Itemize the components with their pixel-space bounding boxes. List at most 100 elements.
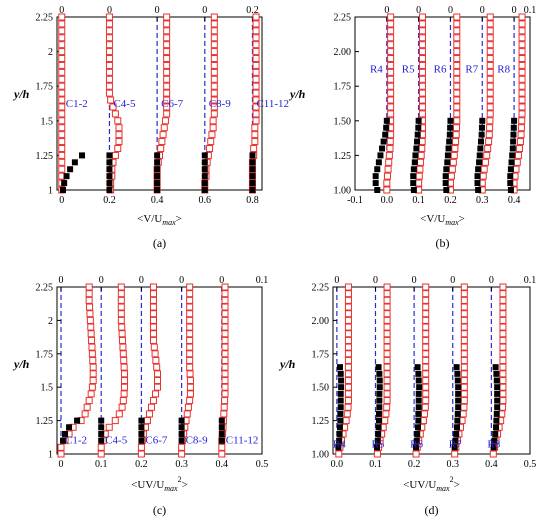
- simulation-point: [221, 316, 229, 324]
- simulation-point: [163, 96, 171, 104]
- simulation-point: [480, 165, 488, 173]
- simulation-point: [486, 61, 494, 69]
- simulation-point: [383, 283, 391, 291]
- experiment-point: [375, 430, 382, 437]
- simulation-point: [385, 158, 393, 166]
- y-tick-label: 1.25: [36, 151, 54, 162]
- simulation-point: [221, 336, 229, 344]
- simulation-point: [117, 316, 125, 324]
- simulation-point: [57, 443, 65, 451]
- simulation-point: [422, 350, 430, 358]
- experiment-point: [71, 159, 78, 166]
- simulation-point: [85, 290, 93, 298]
- simulation-point: [58, 13, 66, 21]
- simulation-point: [453, 124, 460, 132]
- simulation-point: [486, 96, 494, 104]
- station-label: C1-2: [65, 434, 87, 446]
- experiment-point: [507, 166, 514, 173]
- simulation-point: [89, 363, 97, 371]
- experiment-point: [414, 131, 421, 138]
- simulation-point: [105, 13, 113, 21]
- simulation-point: [221, 356, 229, 364]
- station-label: C8-9: [209, 98, 232, 110]
- simulation-point: [178, 450, 186, 458]
- experiment-point: [380, 138, 387, 145]
- simulation-point: [221, 290, 229, 298]
- experiment-point: [479, 117, 486, 124]
- simulation-point: [422, 363, 430, 371]
- experiment-point: [138, 430, 145, 437]
- simulation-point: [252, 89, 260, 97]
- simulation-point: [387, 41, 395, 49]
- simulation-point: [159, 131, 167, 139]
- simulation-point: [486, 20, 494, 28]
- top-tick-label: 0: [384, 5, 389, 16]
- simulation-point: [422, 343, 430, 351]
- simulation-point: [453, 110, 461, 118]
- simulation-point: [186, 356, 194, 364]
- simulation-point: [115, 124, 123, 132]
- experiment-point: [375, 159, 382, 166]
- simulation-point: [186, 303, 194, 311]
- experiment-point: [475, 187, 482, 193]
- simulation-point: [460, 356, 468, 364]
- simulation-point: [344, 316, 352, 324]
- experiment-point: [201, 173, 208, 180]
- y-tick-label: 2.25: [312, 283, 330, 294]
- simulation-point: [105, 82, 113, 90]
- simulation-point: [119, 343, 127, 351]
- experiment-point: [416, 384, 423, 391]
- x-tick-label: 0.3: [476, 195, 489, 206]
- y-axis-label: y/h: [12, 87, 30, 101]
- y-tick-label: 1.25: [334, 151, 352, 162]
- simulation-point: [383, 179, 391, 187]
- experiment-point: [493, 410, 500, 417]
- simulation-point: [499, 323, 507, 331]
- top-tick-label: 0: [512, 5, 517, 16]
- simulation-point: [516, 144, 523, 152]
- simulation-point: [153, 383, 161, 391]
- simulation-point: [89, 356, 97, 364]
- simulation-point: [447, 172, 455, 180]
- simulation-point: [252, 27, 260, 35]
- x-axis-label-sup: 2: [178, 475, 182, 484]
- experiment-point: [414, 430, 421, 437]
- simulation-point: [386, 138, 394, 146]
- simulation-point: [450, 151, 458, 159]
- top-tick-label: 0.1: [524, 275, 537, 286]
- simulation-point: [422, 397, 430, 405]
- experiment-point: [414, 138, 421, 145]
- experiment-point: [377, 152, 384, 159]
- simulation-point: [58, 138, 66, 146]
- experiment-point: [375, 410, 382, 417]
- simulation-point: [105, 89, 113, 97]
- simulation-point: [252, 61, 260, 69]
- experiment-point: [493, 417, 500, 424]
- simulation-point: [252, 48, 260, 56]
- simulation-point: [418, 20, 426, 28]
- experiment-point: [493, 377, 500, 384]
- simulation-point: [422, 303, 430, 311]
- top-tick-label: 0: [373, 275, 378, 286]
- y-tick-label: 2: [48, 47, 53, 58]
- simulation-point: [186, 390, 194, 398]
- x-tick-label: 0.4: [485, 459, 498, 470]
- simulation-point: [418, 55, 426, 63]
- y-tick-label: 1.50: [312, 383, 330, 394]
- simulation-point: [335, 450, 343, 458]
- top-tick-label: 0: [412, 275, 417, 286]
- simulation-point: [422, 290, 430, 298]
- experiment-point: [413, 145, 420, 152]
- simulation-point: [149, 283, 157, 291]
- x-axis-label-close: >: [459, 213, 465, 225]
- y-axis-label: y/h: [278, 357, 296, 371]
- experiment-point: [376, 390, 383, 397]
- simulation-point: [418, 34, 426, 42]
- top-tick-label: 0: [334, 275, 339, 286]
- experiment-point: [374, 187, 381, 193]
- experiment-point: [415, 124, 422, 131]
- simulation-point: [387, 27, 395, 35]
- x-tick-label: 0.1: [369, 459, 382, 470]
- y-tick-label: 1.75: [334, 82, 352, 93]
